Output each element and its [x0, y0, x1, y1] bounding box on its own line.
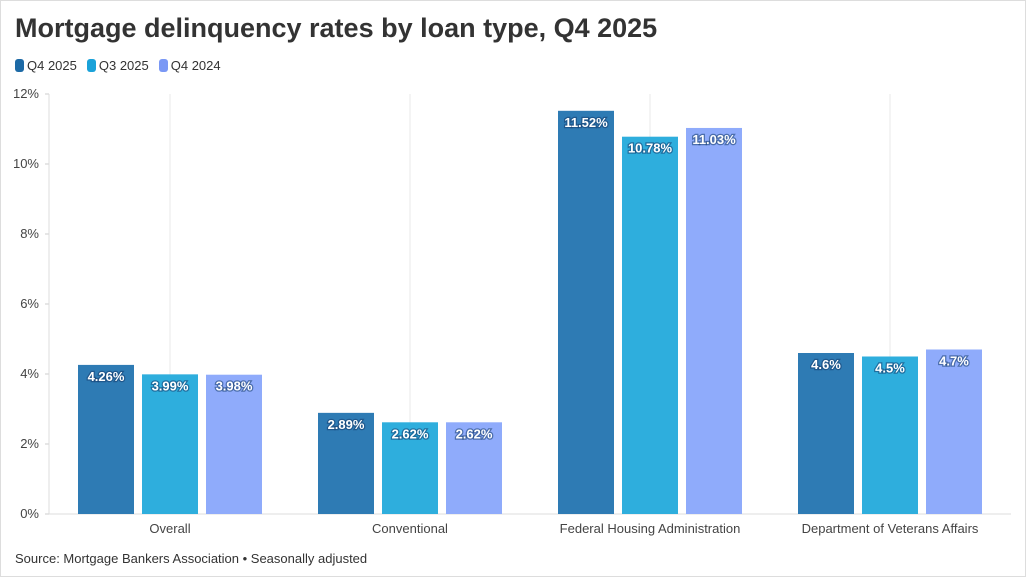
- data-label: 11.03%: [692, 132, 736, 147]
- legend-swatch: [158, 59, 168, 72]
- data-label: 11.52%: [564, 115, 608, 130]
- y-tick-label: 10%: [13, 156, 39, 171]
- bar: [142, 374, 198, 514]
- bar: [926, 349, 982, 514]
- y-tick-label: 8%: [20, 226, 39, 241]
- legend-swatch: [86, 59, 96, 72]
- y-tick-label: 4%: [20, 366, 39, 381]
- legend-item-q4-2025: Q4 2025: [15, 58, 77, 73]
- bar: [622, 136, 678, 514]
- bar: [558, 110, 614, 515]
- bar: [862, 356, 918, 514]
- legend-label: Q4 2025: [27, 58, 77, 73]
- data-label: 2.89%: [328, 417, 365, 432]
- data-label: 3.98%: [216, 379, 253, 394]
- data-label: 10.78%: [628, 141, 673, 156]
- bar: [446, 422, 502, 514]
- legend-item-q4-2024: Q4 2024: [158, 58, 221, 73]
- bar: [78, 364, 134, 514]
- x-tick-label: Department of Veterans Affairs: [802, 521, 979, 536]
- x-tick-label: Overall: [149, 521, 190, 536]
- data-label: 3.99%: [152, 378, 189, 393]
- x-tick-label: Conventional: [372, 521, 448, 536]
- bar: [318, 412, 374, 514]
- chart-title: Mortgage delinquency rates by loan type,…: [15, 13, 658, 43]
- data-label: 4.6%: [811, 357, 841, 372]
- data-label: 4.7%: [939, 354, 969, 369]
- y-tick-label: 6%: [20, 296, 39, 311]
- x-tick-label: Federal Housing Administration: [560, 521, 741, 536]
- data-label: 4.26%: [88, 369, 125, 384]
- data-label: 2.62%: [456, 426, 493, 441]
- legend-item-q3-2025: Q3 2025: [86, 58, 149, 73]
- bar: [382, 422, 438, 514]
- bar: [686, 127, 742, 514]
- legend-label: Q4 2024: [170, 58, 221, 73]
- y-tick-label: 12%: [13, 86, 39, 101]
- legend: Q4 2025 Q3 2025 Q4 2024: [15, 58, 221, 73]
- bar: [206, 374, 262, 514]
- source-note: Source: Mortgage Bankers Association • S…: [15, 551, 368, 566]
- legend-swatch: [15, 59, 24, 72]
- legend-label: Q3 2025: [98, 58, 149, 73]
- data-label: 4.5%: [875, 361, 905, 376]
- y-tick-label: 2%: [20, 436, 39, 451]
- data-label: 2.62%: [392, 426, 429, 441]
- bar: [798, 353, 854, 514]
- y-tick-label: 0%: [20, 506, 39, 521]
